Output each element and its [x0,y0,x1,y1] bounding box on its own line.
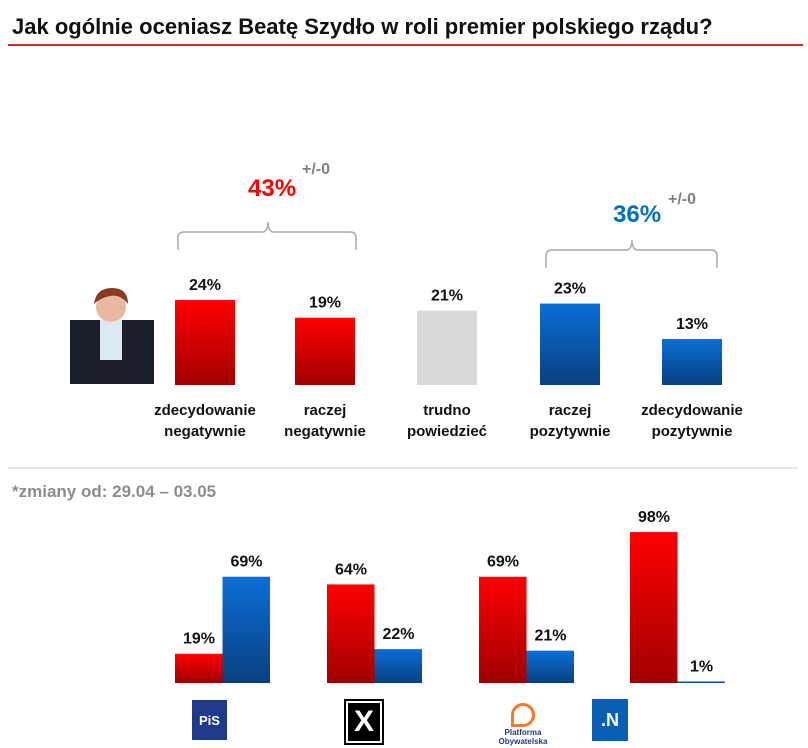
chart-title: Jak ogólnie oceniasz Beatę Szydło w roli… [12,14,713,39]
category-label: negatywnie [284,423,366,440]
negative-total: 43% [248,175,296,202]
logo-n-text: .N [601,709,619,730]
bar-pozytywnie [677,681,725,683]
bar-negatywnie [630,532,678,683]
logo-po-text: Platforma Obywatelska [498,728,548,746]
bar-pozytywnie [526,650,574,683]
bar-pozytywnie [374,649,422,683]
category-label: powiedzieć [407,423,487,440]
logo-pis: PiS [192,700,227,740]
logo-pis-text: PiS [199,712,220,728]
bar [540,303,600,385]
category-label: pozytywnie [652,423,733,440]
logo-nowoczesna: .N [592,699,628,741]
logo-kukiz-text: X [353,705,374,738]
bar-negatywnie [175,653,223,683]
changes-note: *zmiany od: 29.04 – 03.05 [12,482,217,501]
logo-po: Platforma Obywatelska [490,700,556,746]
bar [662,338,722,385]
positive-change: +/-0 [668,191,696,208]
negative-bracket [177,221,357,250]
bar-pozytywnie [222,576,270,683]
category-label: trudno [423,402,470,419]
bar-value-label: 69% [230,554,262,571]
bar [417,310,477,385]
bar-value-label: 69% [487,554,519,571]
negative-change: +/-0 [302,161,330,178]
bar-negatywnie [327,584,375,683]
bar-value-label: 19% [183,631,215,648]
positive-bracket [545,239,718,268]
bar-value-label: 64% [335,561,367,578]
positive-total: 36% [613,201,661,228]
bar-value-label: 21% [431,288,463,305]
bar [295,317,355,385]
bar-value-label: 98% [638,509,670,526]
bar-value-label: 13% [676,316,708,333]
portrait [70,288,154,384]
logo-kukiz: X [344,699,384,745]
bar-value-label: 19% [309,295,341,312]
bar-value-label: 1% [690,658,713,675]
bar-value-label: 21% [534,628,566,645]
category-label: negatywnie [164,423,246,440]
title-underline [8,44,803,46]
po-heart-icon [511,703,535,727]
bar [175,300,235,385]
bar-value-label: 23% [554,281,586,298]
category-label: raczej [549,402,592,419]
category-label: pozytywnie [530,423,611,440]
category-label: zdecydowanie [154,402,256,419]
bar-value-label: 22% [382,626,414,643]
bar-value-label: 24% [189,277,221,294]
category-label: zdecydowanie [641,402,743,419]
category-label: raczej [304,402,347,419]
bar-negatywnie [479,576,527,683]
